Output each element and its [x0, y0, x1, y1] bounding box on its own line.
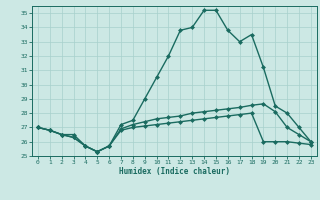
X-axis label: Humidex (Indice chaleur): Humidex (Indice chaleur) [119, 167, 230, 176]
